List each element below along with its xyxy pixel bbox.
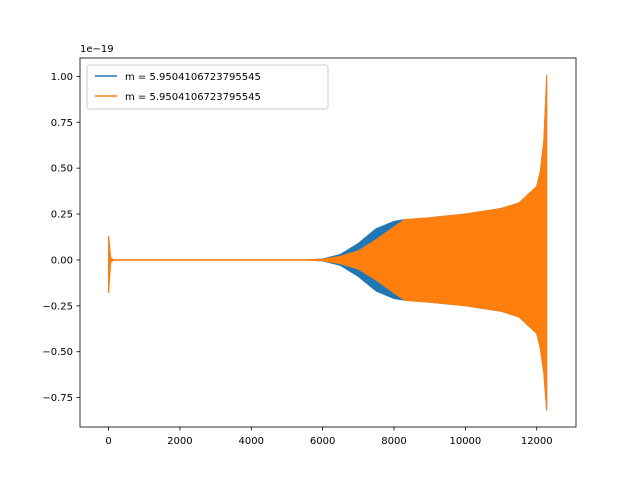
y-tick-label: −0.75: [42, 393, 73, 404]
y-tick-label: 0.00: [51, 255, 73, 266]
legend-label: m = 5.9504106723795545: [125, 72, 261, 83]
y-tick-label: −0.50: [42, 347, 73, 358]
y-offset-label: 1e−19: [80, 44, 114, 55]
x-tick-label: 6000: [310, 436, 335, 447]
legend: m = 5.9504106723795545 m = 5.950410672379…: [86, 64, 329, 110]
x-tick-label: 8000: [381, 436, 406, 447]
x-tick-label: 12000: [521, 436, 553, 447]
x-tick-label: 2000: [167, 436, 192, 447]
y-tick-label: 0.50: [51, 164, 73, 175]
x-tick-label: 10000: [449, 436, 481, 447]
x-ticks: 0 2000 4000 6000 8000 10000 12000: [105, 427, 553, 447]
series-2-envelope: [108, 74, 548, 411]
y-ticks: −0.75 −0.50 −0.25 0.00 0.25 0.50 0.75 1.00: [42, 72, 80, 404]
series-layer: [108, 74, 548, 411]
legend-label: m = 5.9504106723795545: [125, 92, 261, 103]
y-tick-label: −0.25: [42, 301, 73, 312]
y-tick-label: 1.00: [51, 72, 73, 83]
y-tick-label: 0.25: [51, 210, 73, 221]
axes-frame: [79, 57, 577, 428]
x-tick-label: 4000: [239, 436, 264, 447]
legend-box: [86, 64, 329, 110]
y-tick-label: 0.75: [51, 118, 73, 129]
x-tick-label: 0: [105, 436, 111, 447]
